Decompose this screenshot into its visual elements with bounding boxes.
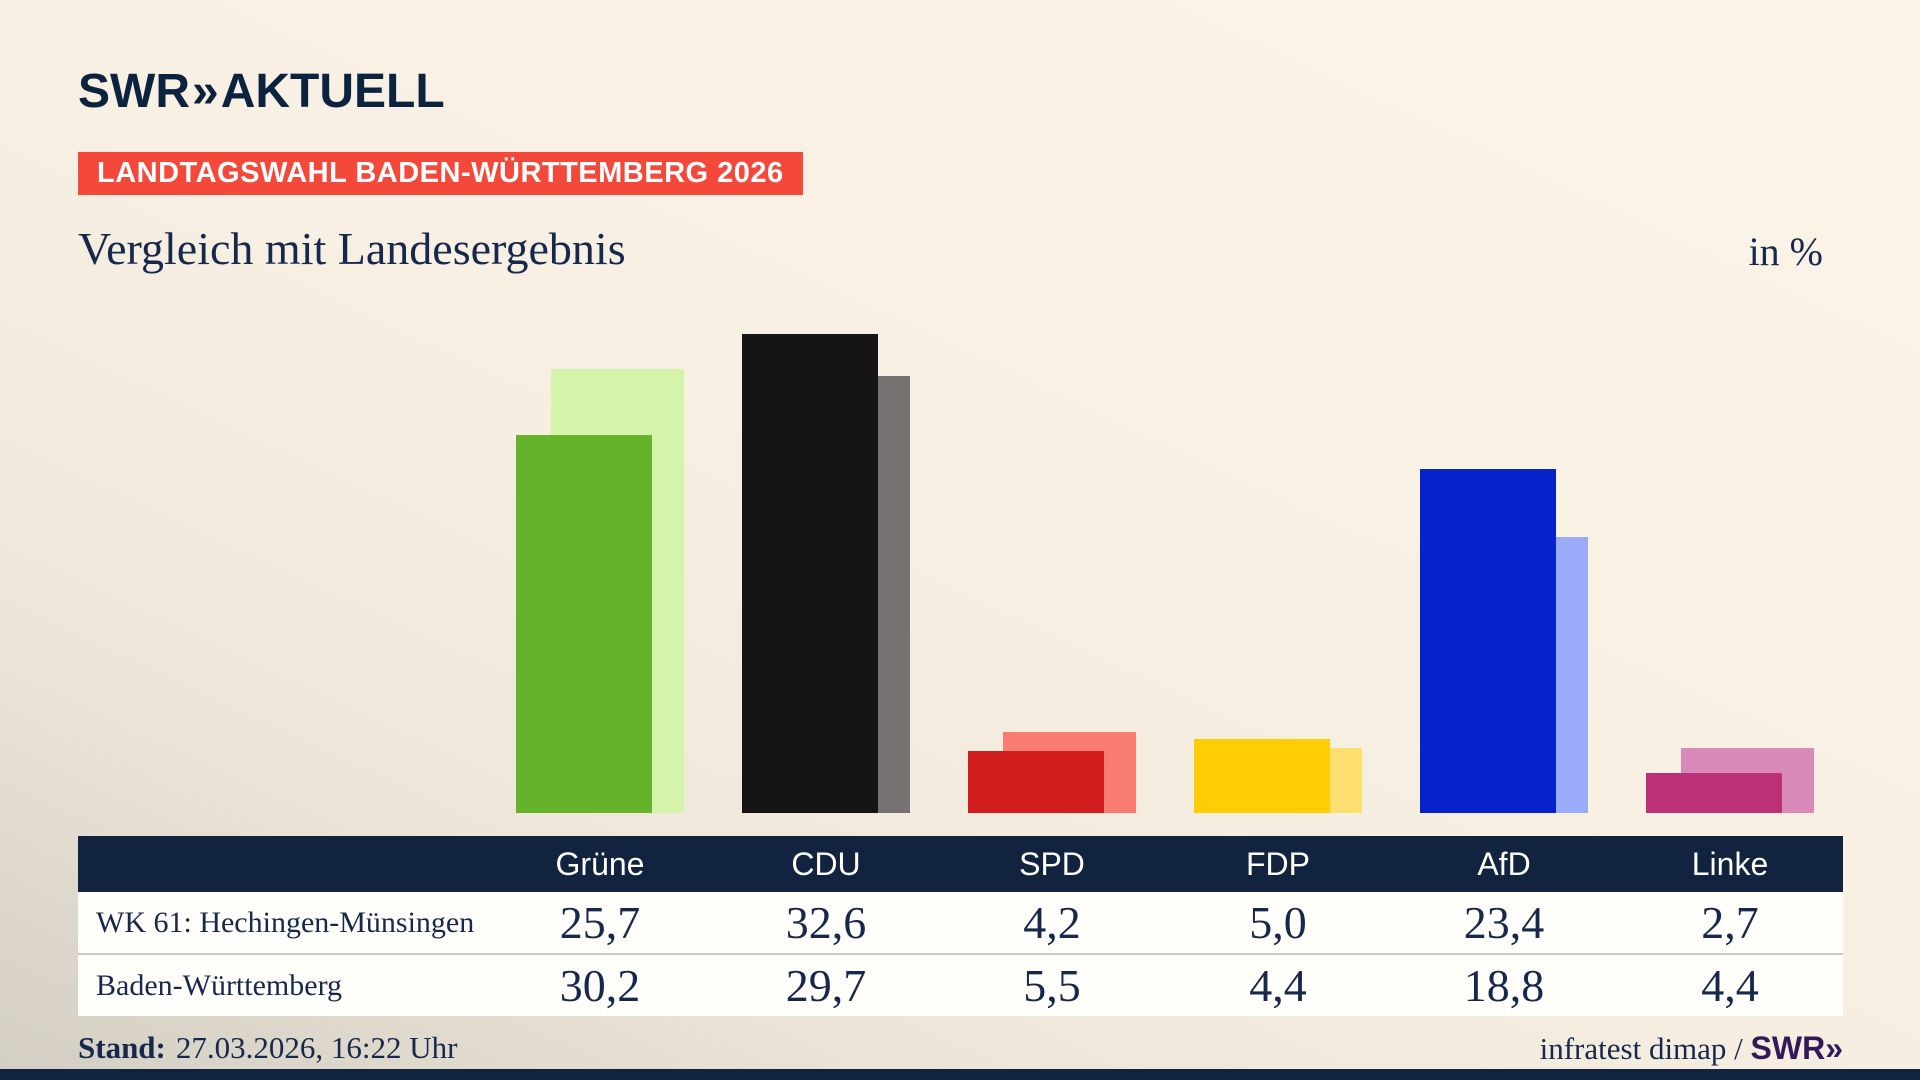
bottom-navy-bar (0, 1069, 1920, 1080)
double-chevron-icon: » (191, 65, 219, 118)
value-cell-0-1: 32,6 (785, 897, 867, 948)
results-table: Grüne CDU SPD FDP AfD Linke WK 61: Hechingen-… (78, 836, 1843, 1016)
election-badge: LANDTAGSWAHL BADEN-WÜRTTEMBERG 2026 (78, 152, 803, 195)
column-header-2: SPD (1019, 845, 1085, 882)
bar-group-4 (1420, 313, 1588, 813)
table-row-0: WK 61: Hechingen-Münsingen 25,7 32,6 4,2 5,0… (78, 892, 1843, 953)
unit-label: in % (1748, 229, 1823, 274)
timestamp-line: Stand: 27.03.2026, 16:22 Uhr (78, 1030, 457, 1066)
value-cell-0-0: 25,7 (559, 897, 641, 948)
bar-district-result-1 (742, 334, 878, 813)
column-header-0: Grüne (555, 845, 645, 882)
bar-district-result-5 (1646, 773, 1782, 813)
value-cell-0-5: 2,7 (1701, 897, 1759, 948)
page-title: Vergleich mit Landesergebnis (78, 223, 626, 274)
value-cell-1-4: 18,8 (1463, 960, 1545, 1011)
column-header-5: Linke (1691, 845, 1769, 882)
column-header-3: FDP (1246, 845, 1310, 882)
value-cell-0-4: 23,4 (1463, 897, 1545, 948)
bar-district-result-3 (1194, 739, 1330, 813)
table-row-1: Baden-Württemberg 30,2 29,7 5,5 4,4 18,8 4,4 (78, 953, 1843, 1016)
bar-district-result-2 (968, 751, 1104, 813)
bar-chart (487, 313, 1843, 813)
column-header-1: CDU (791, 845, 861, 882)
row-label-1: Baden-Württemberg (96, 968, 343, 1002)
bar-group-3 (1194, 313, 1362, 813)
value-cell-1-2: 5,5 (1023, 960, 1081, 1011)
table-body: WK 61: Hechingen-Münsingen 25,7 32,6 4,2 5,0… (78, 892, 1843, 1016)
column-header-4: AfD (1477, 845, 1531, 882)
bar-group-1 (742, 313, 910, 813)
bar-district-result-0 (516, 435, 652, 813)
value-cell-1-5: 4,4 (1701, 960, 1759, 1011)
value-cell-0-2: 4,2 (1023, 897, 1081, 948)
value-cell-1-1: 29,7 (785, 960, 867, 1011)
value-cell-0-3: 5,0 (1249, 897, 1307, 948)
swr-aktuell-logo: SWR» AKTUELL (78, 64, 445, 119)
logo-swr-text: SWR (78, 65, 190, 118)
bar-district-result-4 (1420, 469, 1556, 813)
logo-aktuell-text: AKTUELL (220, 65, 445, 118)
source-text: infratest dimap / (1539, 1031, 1751, 1066)
bar-group-0 (516, 313, 684, 813)
table-header-row: Grüne CDU SPD FDP AfD Linke (78, 836, 1843, 892)
bar-group-2 (968, 313, 1136, 813)
stand-value: 27.03.2026, 16:22 Uhr (175, 1030, 458, 1065)
source-swr-logo: SWR» (1750, 1030, 1843, 1066)
bar-group-5 (1646, 313, 1814, 813)
value-cell-1-3: 4,4 (1249, 960, 1307, 1011)
value-cell-1-0: 30,2 (559, 960, 641, 1011)
source-credit: infratest dimap / SWR» (1540, 1030, 1843, 1067)
stand-label: Stand: (78, 1030, 166, 1065)
row-label-0: WK 61: Hechingen-Münsingen (96, 905, 475, 939)
